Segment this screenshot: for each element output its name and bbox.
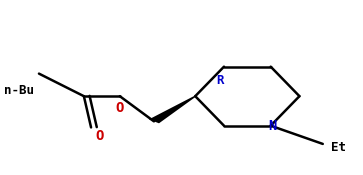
Text: Et: Et	[331, 141, 346, 154]
Text: R: R	[217, 74, 224, 87]
Text: N: N	[268, 119, 277, 133]
Polygon shape	[149, 96, 196, 123]
Text: O: O	[95, 129, 103, 143]
Text: n-Bu: n-Bu	[4, 85, 34, 97]
Text: O: O	[115, 101, 124, 115]
